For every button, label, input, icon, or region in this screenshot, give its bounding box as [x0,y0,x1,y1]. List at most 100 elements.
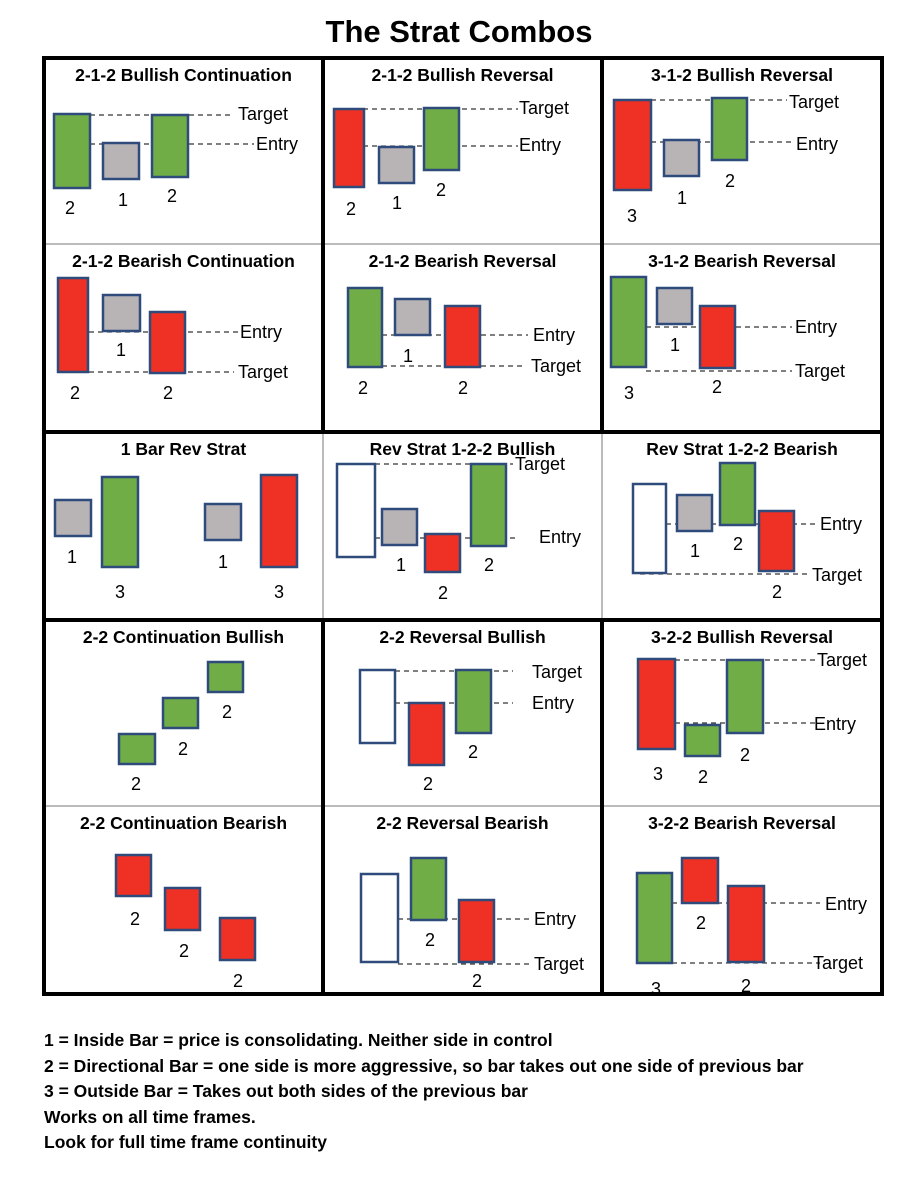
bar-number-label: 3 [115,582,125,602]
panel-2-1-2-bullish-reversal: 2-1-2 Bullish Reversal Target Entry 2 1 2 [332,65,569,219]
panel-title: 2-1-2 Bearish Continuation [72,251,295,271]
panel-3-1-2-bullish-reversal: 3-1-2 Bullish Reversal Target Entry 3 1 2 [612,65,839,226]
entry-label: Entry [519,135,561,155]
panel-title: 2-2 Continuation Bearish [80,813,287,833]
target-label: Target [795,361,845,381]
bar-2-red [407,701,446,767]
bar-number-label: 1 [690,541,700,561]
bar-1-gray [101,293,142,333]
panel-rev-strat-1-2-2-bearish: Rev Strat 1-2-2 Bearish Entry Target 1 2 2 [631,439,862,602]
bar-number-label: 2 [436,180,446,200]
panel-2-1-2-bearish-reversal: 2-1-2 Bearish Reversal Entry Target 2 1 2 [346,251,581,398]
panel-title: 3-2-2 Bullish Reversal [651,627,833,647]
panel-title: 3-2-2 Bearish Reversal [648,813,836,833]
bar-2-red [757,509,796,573]
bar-number-label: 1 [677,188,687,208]
entry-label: Entry [532,693,574,713]
bar-2-red [726,884,766,964]
bar-2-red [457,898,496,964]
bar-3-red [612,98,653,192]
bar-3-red [259,473,299,569]
bar-number-label: 1 [218,552,228,572]
panel-3-1-2-bearish-reversal: 3-1-2 Bearish Reversal Entry Target 3 1 2 [609,251,845,403]
bar-number-label: 1 [396,555,406,575]
bar-number-label: 2 [712,377,722,397]
bar-number-label: 1 [403,346,413,366]
bar-number-label: 2 [163,383,173,403]
target-label: Target [515,454,565,474]
panel-2-2-reversal-bullish: 2-2 Reversal Bullish Target Entry 2 2 [358,627,582,794]
bar-2-red [423,532,462,574]
legend-line-directional-bar: 2 = Directional Bar = one side is more a… [44,1055,804,1076]
panel-title: 2-1-2 Bullish Reversal [372,65,554,85]
bar-2-green [725,658,765,735]
bar-number-label: 2 [698,767,708,787]
bar-number-label: 1 [67,547,77,567]
panel-2-1-2-bearish-continuation: 2-1-2 Bearish Continuation Entry Target 2 1 2 [56,251,295,403]
bar-number-label: 2 [425,930,435,950]
legend: 1 = Inside Bar = price is consolidating.… [44,1028,804,1156]
bar-number-label: 2 [484,555,494,575]
bar-number-label: 2 [179,941,189,961]
bar-3-red [636,657,677,751]
strat-combos-diagram: 2-1-2 Bullish Continuation Target Entry 2 1 2… [42,56,884,999]
bar-1-gray [393,297,432,337]
target-label: Target [238,362,288,382]
bar-2-red [56,276,90,374]
panel-title: 2-2 Reversal Bullish [379,627,545,647]
legend-line-inside-bar: 1 = Inside Bar = price is consolidating.… [44,1030,553,1050]
bar-number-label: 2 [70,383,80,403]
bar-number-label: 2 [65,198,75,218]
bar-number-label: 2 [178,739,188,759]
bar-number-label: 3 [274,582,284,602]
bar-number-label: 2 [458,378,468,398]
bar-number-label: 1 [670,335,680,355]
bar-number-label: 1 [118,190,128,210]
target-label: Target [532,662,582,682]
bar-2-green [454,668,493,735]
bar-number-label: 2 [358,378,368,398]
bar-number-label: 2 [233,971,243,991]
bar-2-green [422,106,461,172]
bar-1-gray [53,498,93,538]
bar-number-label: 2 [131,774,141,794]
panel-title: 3-1-2 Bearish Reversal [648,251,836,271]
bar-number-label: 2 [725,171,735,191]
bar-3-green [635,871,674,965]
bar-2-red [148,310,187,375]
bar-2-red [163,886,202,932]
entry-label: Entry [820,514,862,534]
bar-2-green [161,696,200,730]
bar-number-label: 1 [392,193,402,213]
panel-title: 2-1-2 Bullish Continuation [75,65,292,85]
panel-3-2-2-bullish-reversal: 3-2-2 Bullish Reversal Target Entry 3 2 2 [636,627,867,787]
bar-2-green [718,461,757,527]
bar-2-green [710,96,749,162]
bar-1-gray [380,507,419,547]
bar-2-red [332,107,366,189]
target-label: Target [813,953,863,973]
panel-3-2-2-bearish-reversal: 3-2-2 Bearish Reversal Entry Target 3 2 2 [635,813,867,999]
bar-prior-white [335,462,377,559]
bar-number-label: 2 [222,702,232,722]
bar-prior-white [359,872,400,964]
bar-number-label: 2 [740,745,750,765]
entry-label: Entry [814,714,856,734]
entry-label: Entry [539,527,581,547]
bar-number-label: 2 [741,976,751,996]
entry-label: Entry [795,317,837,337]
bar-2-red [680,856,720,905]
bar-2-green [683,723,722,758]
bar-2-red [218,916,257,962]
bar-2-green [206,660,245,694]
legend-line-time-frames: Works on all time frames. [44,1106,256,1127]
block-frame [42,430,884,622]
panel-title: 2-1-2 Bearish Reversal [369,251,557,271]
entry-label: Entry [825,894,867,914]
block-frame [42,618,884,996]
bar-number-label: 2 [696,913,706,933]
entry-label: Entry [256,134,298,154]
entry-label: Entry [534,909,576,929]
panel-2-2-reversal-bearish: 2-2 Reversal Bearish Entry Target 2 2 [359,813,584,991]
